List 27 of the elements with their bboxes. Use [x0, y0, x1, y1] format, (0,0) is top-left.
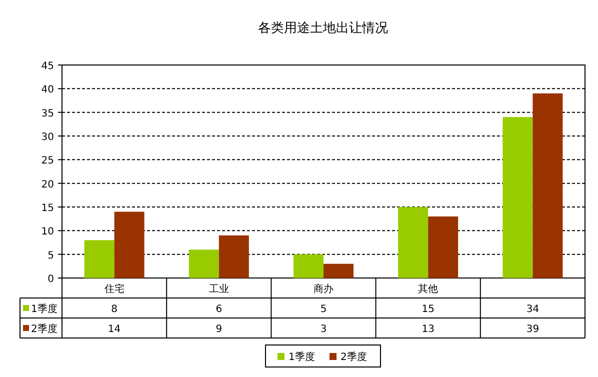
data-label: 9 [216, 324, 222, 335]
x-tick-label: 工业 [208, 283, 229, 295]
y-tick-label: 35 [41, 108, 54, 120]
data-label: 3 [320, 324, 327, 335]
y-tick-label: 0 [48, 274, 54, 285]
y-tick-label: 25 [41, 156, 54, 167]
y-tick-label: 5 [48, 250, 54, 262]
chart-title: 各类用途土地出让情况 [258, 21, 388, 36]
data-label: 8 [111, 304, 118, 315]
y-tick-label: 10 [41, 226, 54, 238]
y-tick-label: 15 [41, 203, 54, 214]
data-label: 39 [526, 324, 540, 335]
y-tick-label: 45 [41, 61, 54, 72]
y-tick-label: 40 [41, 84, 54, 96]
x-tick-label: 其他 [418, 283, 438, 295]
y-tick-label: 20 [41, 179, 54, 190]
x-tick-label: 商办 [314, 283, 334, 295]
legend-label: 1季度 [31, 303, 58, 315]
data-label: 13 [422, 324, 434, 335]
x-tick-label: 住宅 [104, 283, 124, 295]
data-label: 5 [320, 304, 327, 315]
data-label: 14 [108, 324, 121, 335]
data-label: 15 [422, 304, 434, 315]
data-label: 34 [526, 304, 540, 315]
legend-label: 2季度 [31, 323, 58, 335]
y-tick-label: 30 [41, 132, 54, 143]
data-label: 6 [216, 304, 222, 315]
